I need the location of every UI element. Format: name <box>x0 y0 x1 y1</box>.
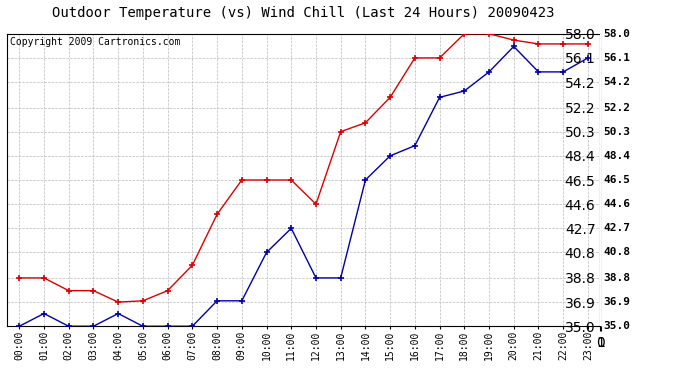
Text: 36.9: 36.9 <box>604 297 631 307</box>
Text: 58.0: 58.0 <box>604 29 631 39</box>
Text: 48.4: 48.4 <box>604 151 631 161</box>
Text: 56.1: 56.1 <box>604 53 631 63</box>
Text: Outdoor Temperature (vs) Wind Chill (Last 24 Hours) 20090423: Outdoor Temperature (vs) Wind Chill (Las… <box>52 6 555 20</box>
Text: 38.8: 38.8 <box>604 273 631 283</box>
Text: 35.0: 35.0 <box>604 321 631 331</box>
Text: 52.2: 52.2 <box>604 102 631 112</box>
Text: 46.5: 46.5 <box>604 175 631 185</box>
Text: 50.3: 50.3 <box>604 127 631 136</box>
Text: 44.6: 44.6 <box>604 199 631 209</box>
Text: 40.8: 40.8 <box>604 248 631 258</box>
Text: 54.2: 54.2 <box>604 77 631 87</box>
Text: Copyright 2009 Cartronics.com: Copyright 2009 Cartronics.com <box>10 37 180 46</box>
Text: 42.7: 42.7 <box>604 224 631 233</box>
